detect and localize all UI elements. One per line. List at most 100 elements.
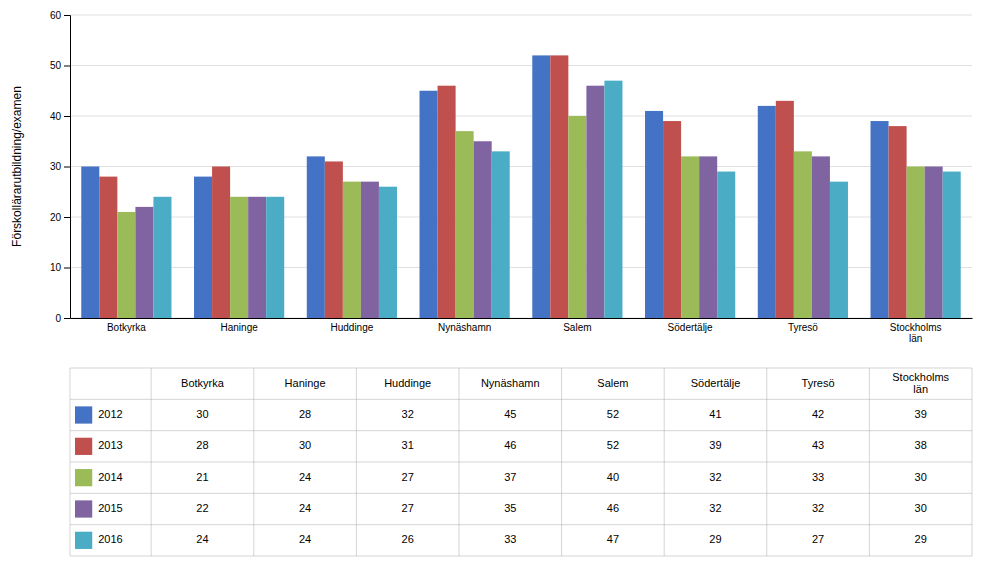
table-line [458, 368, 459, 556]
bar [717, 172, 735, 318]
table-header-line: Stockholms [892, 371, 949, 383]
table-row-label: 2013 [98, 439, 122, 451]
y-axis-label: Förskollärarutbildning/examen [10, 86, 24, 247]
tick: 40 [50, 111, 70, 122]
table-line [561, 368, 562, 556]
table-line [70, 556, 972, 557]
tick-label: Salem [563, 322, 591, 333]
bar [889, 126, 907, 318]
table-line [70, 368, 71, 556]
bar [325, 161, 343, 318]
table: BotkyrkaHaningeHuddingeNynäshamnSalemSöd… [70, 368, 972, 556]
tick: Haninge [220, 318, 258, 333]
tick: Nynäshamn [438, 318, 491, 333]
plot: 0102030405060BotkyrkaHaningeHuddingeNynä… [50, 10, 973, 344]
tick-label-line: Södertälje [668, 322, 713, 333]
table-value: 24 [299, 502, 311, 514]
grid [70, 15, 972, 318]
bar [212, 167, 230, 319]
table-value: 52 [607, 439, 619, 451]
table-value: 28 [196, 439, 208, 451]
table-value: 43 [812, 439, 824, 451]
table-line [70, 462, 972, 463]
tick-label-line: Nynäshamn [438, 322, 491, 333]
bar [343, 182, 361, 318]
bar [379, 187, 397, 318]
bar-series [153, 81, 960, 318]
tick: Salem [563, 318, 591, 333]
tick-label-line: Stockholms [890, 322, 942, 333]
table-value: 29 [709, 533, 721, 545]
table-value: 30 [915, 502, 927, 514]
bar [81, 167, 99, 319]
table-value: 32 [812, 502, 824, 514]
table-row-label: 2016 [98, 533, 122, 545]
table-line [356, 368, 357, 556]
tick: 20 [50, 212, 70, 223]
tick-mark [64, 167, 70, 168]
tick-label: 0 [55, 313, 61, 324]
bar [568, 116, 586, 318]
bar [194, 177, 212, 318]
tick: 30 [50, 161, 70, 172]
table-line [253, 368, 254, 556]
tick-label-line: Tyresö [788, 322, 818, 333]
table-line [664, 368, 665, 556]
table-value: 32 [402, 408, 414, 420]
table-value: 39 [709, 439, 721, 451]
tick-label: Haninge [220, 322, 258, 333]
tick: 10 [50, 262, 70, 273]
table-line [70, 430, 972, 431]
legend-swatch [75, 438, 92, 455]
table-value: 35 [504, 502, 516, 514]
tick-mark [64, 318, 70, 319]
grid-line [70, 65, 972, 66]
tick-mark [64, 268, 70, 269]
tick-mark [64, 66, 70, 67]
tick: 60 [50, 10, 70, 21]
legend-swatch [75, 469, 92, 486]
tick-label-line: Botkyrka [107, 322, 146, 333]
table-value: 39 [915, 408, 927, 420]
table-value: 46 [607, 502, 619, 514]
table-value: 30 [915, 471, 927, 483]
bar [776, 101, 794, 318]
tick-label-line: Huddinge [330, 322, 373, 333]
table-value: 21 [196, 471, 208, 483]
table-value: 24 [196, 533, 208, 545]
axis-line [71, 318, 973, 319]
table-value: 30 [196, 408, 208, 420]
legend-swatch [75, 406, 92, 423]
bar [758, 106, 776, 318]
table-header: Tyresö [802, 377, 835, 389]
tick-mark [64, 15, 70, 16]
grid-line [70, 116, 972, 117]
y-axis: 0102030405060 [50, 10, 71, 324]
bar [681, 156, 699, 318]
table-value: 29 [915, 533, 927, 545]
tick-label: 10 [50, 262, 62, 273]
bar [532, 55, 550, 318]
table-header-line: Nynäshamn [481, 377, 540, 389]
table-header: Stockholmslän [892, 371, 949, 395]
table-value: 24 [299, 471, 311, 483]
tick-label: 40 [50, 111, 62, 122]
tick-label: Södertälje [668, 322, 713, 333]
bar [230, 197, 248, 318]
bar-series [117, 116, 924, 318]
table-value: 24 [299, 533, 311, 545]
bar [586, 86, 604, 318]
table-value: 38 [915, 439, 927, 451]
chart: 0102030405060BotkyrkaHaningeHuddingeNynä… [0, 0, 982, 565]
table-value: 32 [709, 471, 721, 483]
bar [699, 156, 717, 318]
table-value: 22 [196, 502, 208, 514]
grid-line [70, 166, 972, 167]
bar [645, 111, 663, 318]
table-line [972, 368, 973, 556]
x-axis: Botkyrka Haninge Huddinge Nynäshamn Salem Söd… [71, 318, 973, 344]
table-value: 30 [299, 439, 311, 451]
bar [438, 86, 456, 318]
table-line [70, 524, 972, 525]
table-header-line: Salem [597, 377, 628, 389]
